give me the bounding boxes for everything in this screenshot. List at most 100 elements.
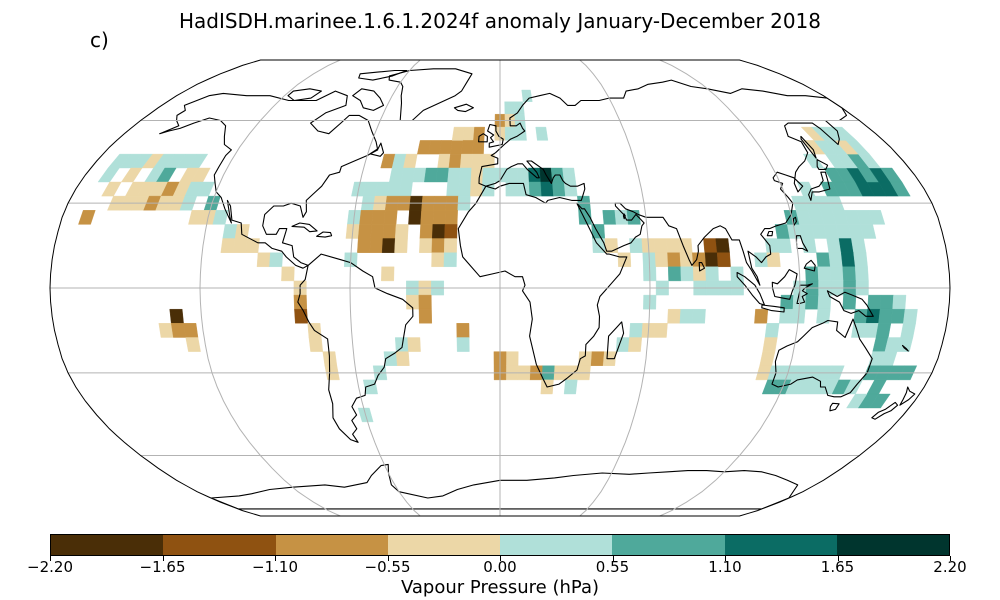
colorbar-tick-mark [950, 556, 951, 561]
grid-cell [359, 210, 374, 225]
grid-cell [521, 89, 533, 102]
grid-cell [504, 101, 515, 115]
grid-cell [220, 238, 236, 253]
grid-cell [308, 337, 324, 352]
colorbar-segment [275, 535, 388, 555]
grid-cell [654, 252, 669, 267]
grid-cell [846, 393, 868, 409]
grid-cell [381, 238, 396, 253]
grid-cell [458, 181, 472, 197]
grid-cell [828, 252, 843, 267]
new-caledonia-coastline [901, 344, 909, 352]
coastlines [159, 68, 916, 510]
grid-cell [446, 181, 460, 197]
grid-cell [407, 337, 421, 352]
grid-cell [419, 224, 434, 239]
meridian-gridline [579, 60, 651, 516]
grid-cell [853, 252, 868, 267]
grid-cell [680, 266, 694, 282]
grid-cell [381, 266, 395, 282]
gridlines [50, 60, 950, 516]
grid-cell [420, 210, 434, 225]
meridian-gridline [199, 60, 341, 516]
grid-cell [462, 126, 475, 141]
grid-cell [357, 224, 372, 239]
grid-cell [456, 337, 470, 352]
colorbar-tick-mark [50, 556, 51, 561]
ireland-coastline [478, 133, 488, 143]
grid-cell [394, 238, 408, 253]
grid-cell [842, 294, 857, 310]
grid-cell [590, 351, 605, 366]
grid-cell [754, 252, 769, 267]
madagascar-coastline [606, 321, 625, 360]
grid-cell [459, 153, 473, 169]
grid-cell [903, 309, 918, 324]
grid-cell [628, 337, 643, 352]
grid-cell [370, 224, 385, 239]
grid-cell [439, 140, 453, 155]
grid-cell [868, 393, 891, 409]
mindanao-coastline [803, 259, 816, 272]
grid-cell [851, 238, 867, 253]
colorbar-tick-label: 0.00 [483, 558, 517, 576]
grid-cell [692, 309, 706, 324]
grid-cell [444, 224, 458, 239]
colorbar-tick-label: −1.65 [139, 558, 186, 576]
new-guinea-coastline [826, 290, 874, 317]
sakhalin-coastline [800, 135, 817, 159]
grid-cell [394, 337, 409, 352]
grid-cell [900, 323, 916, 338]
grid-cell [892, 294, 907, 310]
grid-cell [435, 167, 450, 183]
grid-cell [97, 167, 120, 183]
grid-cell [830, 266, 844, 282]
grid-cell [866, 379, 887, 395]
grid-cell [602, 210, 617, 225]
grid-cell [705, 266, 719, 282]
grid-cell [562, 167, 576, 183]
colorbar-segment [836, 535, 949, 555]
colorbar-segment [163, 535, 276, 555]
grid-cell [880, 167, 903, 183]
grid-cell [447, 167, 461, 183]
grid-cell [629, 323, 643, 338]
grid-cell [816, 309, 831, 324]
grid-cell [838, 238, 854, 253]
meridian-gridline [349, 60, 421, 516]
grid-cell [431, 238, 445, 253]
grid-cell [101, 181, 122, 197]
grid-cell [369, 238, 384, 253]
grid-cell [703, 238, 718, 253]
colorbar-tick-mark [500, 556, 501, 561]
new-zealand-north-coastline [899, 386, 916, 406]
grid-cell [431, 252, 445, 267]
grid-cell [450, 140, 463, 155]
hispaniola-coastline [316, 231, 333, 238]
grid-cell [878, 309, 893, 324]
grid-cell [443, 252, 457, 267]
great-britain-coastline [487, 123, 504, 148]
grid-cell [840, 252, 856, 267]
grid-cell [371, 210, 386, 225]
colorbar-tick-label: −0.55 [364, 558, 411, 576]
north-america-coastline [159, 90, 379, 269]
africa-eurasia-coastline [457, 79, 848, 388]
grid-cell [513, 101, 525, 115]
antarctica-coastline [210, 463, 799, 510]
colorbar-tick-mark [162, 556, 164, 561]
grid-cell [764, 323, 780, 338]
grid-cell [412, 167, 427, 183]
grid-cell [802, 153, 825, 169]
hokkaido-coastline [816, 159, 829, 170]
anomaly-grid [78, 89, 918, 423]
grid-cell [170, 323, 186, 338]
grid-cell [418, 294, 432, 310]
chart-title: HadISDH.marinee.1.6.1.2024f anomaly Janu… [178, 9, 822, 33]
south-america-coastline [297, 253, 414, 443]
colorbar-segment [724, 535, 837, 555]
grid-cell [408, 210, 422, 225]
grid-cell [458, 167, 472, 183]
colorbar-segment [500, 535, 613, 555]
grid-cell [528, 181, 542, 197]
